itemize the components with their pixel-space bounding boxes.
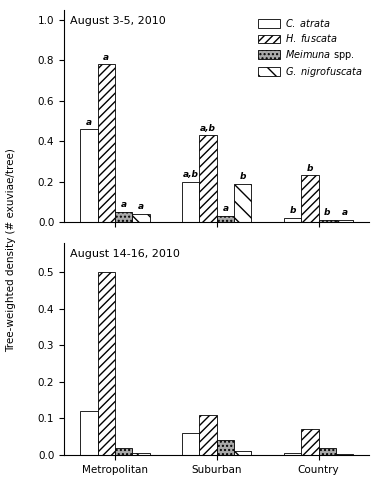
Bar [132,453,150,455]
Bar [217,440,234,455]
Legend: $\it{C.\ atrata}$, $\it{H.\ fuscata}$, $\it{Meimuna}$ spp., $\it{G.\ nigrofuscat: $\it{C.\ atrata}$, $\it{H.\ fuscata}$, $… [256,15,365,81]
Text: a: a [103,53,109,62]
Bar [115,448,132,455]
Bar [319,220,336,222]
Bar [336,220,353,222]
Bar [199,135,217,222]
Text: a: a [138,202,144,211]
Bar [182,182,199,222]
Text: a,b: a,b [200,124,216,132]
Bar [98,272,115,455]
Text: a: a [121,200,127,209]
Text: August 3-5, 2010: August 3-5, 2010 [70,16,166,26]
Bar [199,415,217,455]
Bar [284,453,301,455]
Text: a: a [342,208,348,218]
Bar [234,184,251,222]
Bar [115,212,132,222]
Text: August 14-16, 2010: August 14-16, 2010 [70,250,180,260]
Text: Tree-weighted density (# exuviae/tree): Tree-weighted density (# exuviae/tree) [6,148,16,352]
Bar [234,452,251,455]
Text: b: b [239,172,246,181]
Bar [319,448,336,455]
Bar [132,214,150,222]
Text: a: a [222,204,228,214]
Bar [182,433,199,455]
Text: a,b: a,b [183,170,199,179]
Bar [336,454,353,455]
Bar [284,218,301,222]
Bar [301,430,319,455]
Bar [98,64,115,222]
Text: b: b [324,208,331,218]
Bar [217,216,234,222]
Text: b: b [290,206,296,216]
Bar [301,176,319,222]
Bar [80,129,98,222]
Text: b: b [307,164,313,173]
Text: a: a [86,118,92,126]
Bar [80,411,98,455]
